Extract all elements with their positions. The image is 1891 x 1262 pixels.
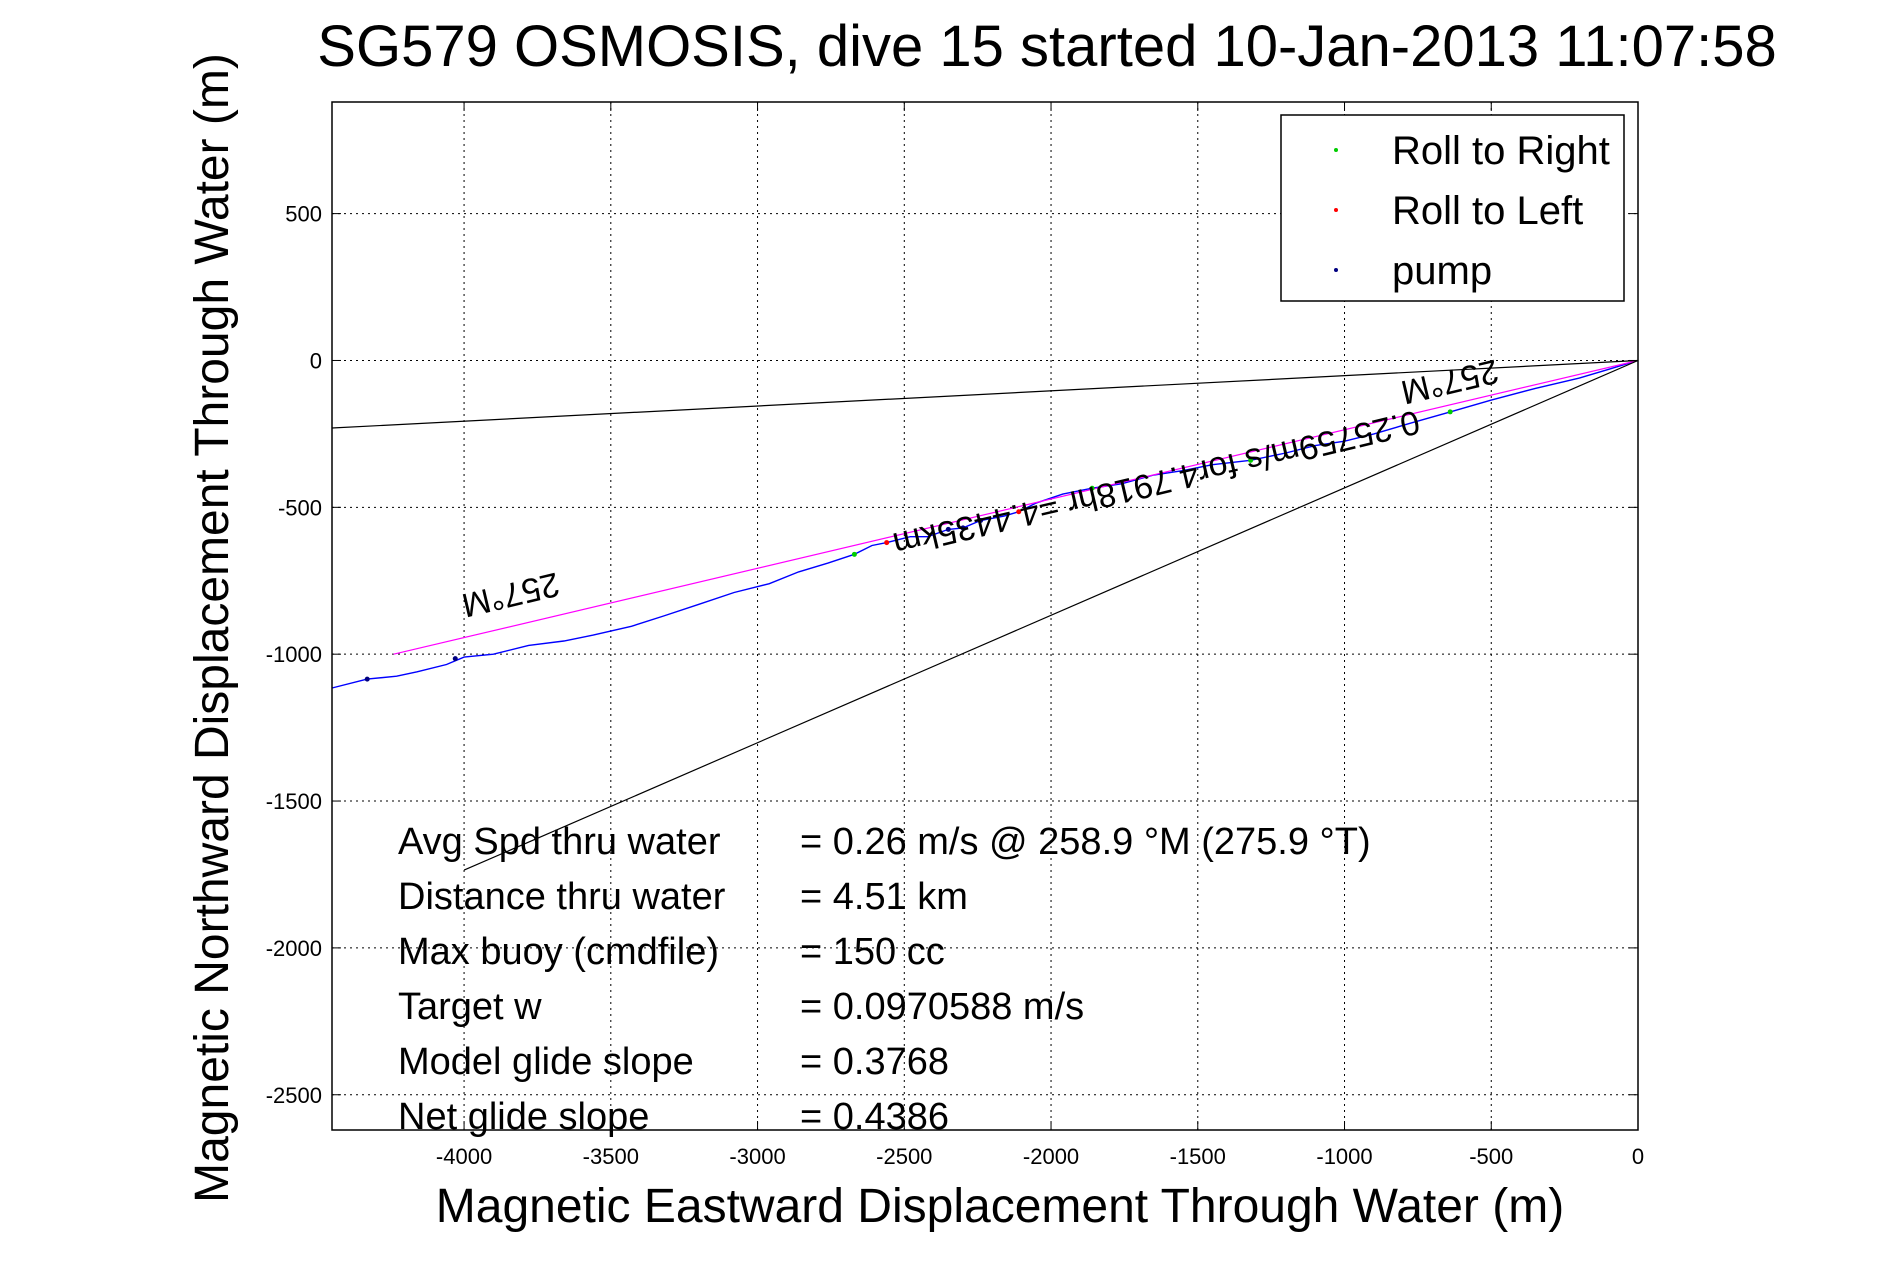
marker-roll-left bbox=[1016, 509, 1022, 515]
stat-label: Target w bbox=[398, 986, 542, 1028]
series-line-2 bbox=[331, 359, 1639, 429]
legend-marker bbox=[1334, 268, 1338, 272]
stats-box: Avg Spd thru water = 0.26 m/s @ 258.9 °M … bbox=[398, 821, 1371, 1138]
x-tick-label: -2500 bbox=[876, 1144, 932, 1169]
x-tick-label: 0 bbox=[1632, 1144, 1644, 1169]
legend: Roll to Right Roll to Left pump bbox=[1280, 114, 1625, 302]
legend-entry: Roll to Left bbox=[1392, 189, 1583, 233]
stat-value: = 0.4386 bbox=[800, 1096, 949, 1138]
grid-lines bbox=[332, 102, 1639, 1130]
x-tick-label: -4000 bbox=[436, 1144, 492, 1169]
legend-marker bbox=[1334, 148, 1338, 152]
series-line-1 bbox=[393, 359, 1639, 655]
y-tick-labels: 500 0 -500 -1000 -1500 -2000 -2500 bbox=[266, 202, 322, 1108]
y-tick-label: -1000 bbox=[266, 642, 322, 667]
y-tick-label: 500 bbox=[285, 202, 322, 227]
marker-roll-right bbox=[1248, 457, 1254, 463]
plot-lines bbox=[331, 359, 1639, 871]
y-tick-label: -1500 bbox=[266, 789, 322, 814]
legend-box bbox=[1280, 114, 1625, 302]
y-axis-label: Magnetic Northward Displacement Through … bbox=[186, 53, 239, 1203]
y-tick-label: 0 bbox=[310, 348, 322, 373]
heading-annotation: 0.25759m/s for4.7918hr =4.4435km bbox=[889, 402, 1423, 563]
x-tick-label: -3000 bbox=[729, 1144, 785, 1169]
x-tick-label: -500 bbox=[1469, 1144, 1513, 1169]
stat-value: = 0.3768 bbox=[800, 1041, 949, 1083]
y-tick-label: -500 bbox=[278, 495, 322, 520]
x-tick-label: -3500 bbox=[583, 1144, 639, 1169]
legend-entry: Roll to Right bbox=[1392, 129, 1610, 173]
series-line-3 bbox=[463, 359, 1639, 871]
marker-pump bbox=[452, 656, 458, 662]
marker-roll-right bbox=[851, 551, 857, 557]
axis-ticks bbox=[332, 102, 1639, 1130]
x-tick-label: -1000 bbox=[1316, 1144, 1372, 1169]
marker-pump bbox=[960, 525, 966, 531]
stat-value: = 150 cc bbox=[800, 931, 945, 973]
marker-roll-right bbox=[1447, 409, 1453, 415]
x-tick-label: -2000 bbox=[1023, 1144, 1079, 1169]
legend-entry: pump bbox=[1392, 249, 1492, 293]
marker-pump bbox=[945, 526, 951, 532]
chart-title: SG579 OSMOSIS, dive 15 started 10-Jan-20… bbox=[317, 14, 1776, 79]
stat-label: Distance thru water bbox=[398, 876, 726, 918]
stat-label: Max buoy (cmdfile) bbox=[398, 931, 719, 973]
x-axis-label: Magnetic Eastward Displacement Through W… bbox=[436, 1180, 1564, 1233]
marker-pump bbox=[364, 676, 370, 682]
heading-annotation: 257°M bbox=[458, 565, 563, 625]
x-tick-label: -1500 bbox=[1170, 1144, 1226, 1169]
axes-box bbox=[331, 101, 1639, 1131]
marker-roll-left bbox=[884, 540, 890, 546]
stat-label: Avg Spd thru water bbox=[398, 821, 721, 863]
stat-label: Net glide slope bbox=[398, 1096, 649, 1138]
marker-pump bbox=[978, 518, 984, 524]
marker-roll-right bbox=[1089, 485, 1095, 491]
markers bbox=[364, 409, 1453, 682]
series-line-0 bbox=[331, 359, 1639, 689]
y-tick-label: -2000 bbox=[266, 936, 322, 961]
stat-value: = 0.26 m/s @ 258.9 °M (275.9 °T) bbox=[800, 821, 1371, 863]
stat-value: = 0.0970588 m/s bbox=[800, 986, 1084, 1028]
stat-value: = 4.51 km bbox=[800, 876, 968, 918]
legend-marker bbox=[1334, 208, 1338, 212]
x-tick-labels: -4000 -3500 -3000 -2500 -2000 -1500 -1000 -500 0 bbox=[436, 1144, 1644, 1169]
y-tick-label: -2500 bbox=[266, 1083, 322, 1108]
stat-label: Model glide slope bbox=[398, 1041, 694, 1083]
